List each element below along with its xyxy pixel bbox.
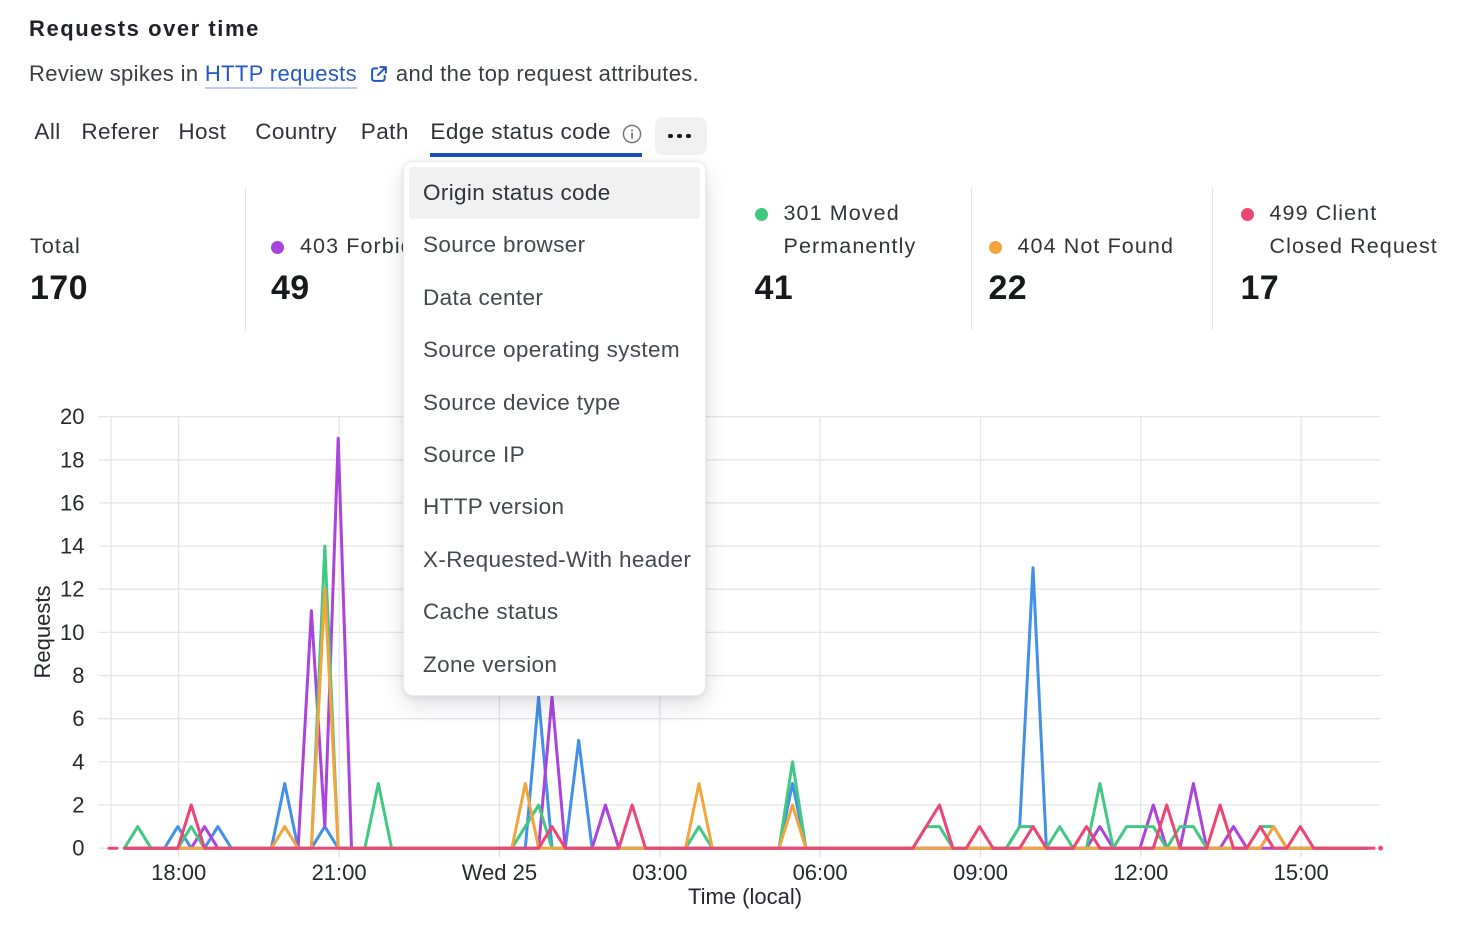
svg-text:12: 12: [60, 577, 84, 602]
svg-text:18:00: 18:00: [151, 860, 206, 885]
svg-text:18: 18: [60, 447, 84, 472]
svg-text:15:00: 15:00: [1274, 860, 1329, 885]
svg-text:16: 16: [60, 490, 84, 515]
svg-text:21:00: 21:00: [312, 860, 367, 885]
svg-text:2: 2: [72, 793, 84, 818]
svg-text:8: 8: [72, 663, 84, 688]
svg-text:12:00: 12:00: [1113, 860, 1168, 885]
svg-text:0: 0: [72, 836, 84, 861]
svg-text:14: 14: [60, 534, 84, 559]
svg-text:20: 20: [60, 404, 84, 429]
svg-text:Wed 25: Wed 25: [462, 860, 537, 885]
svg-text:09:00: 09:00: [953, 860, 1008, 885]
svg-text:4: 4: [72, 749, 84, 774]
svg-text:Requests: Requests: [30, 586, 55, 679]
svg-text:06:00: 06:00: [793, 860, 848, 885]
svg-text:03:00: 03:00: [632, 860, 687, 885]
svg-text:10: 10: [60, 620, 84, 645]
svg-text:6: 6: [72, 706, 84, 731]
svg-text:Time (local): Time (local): [688, 884, 802, 909]
